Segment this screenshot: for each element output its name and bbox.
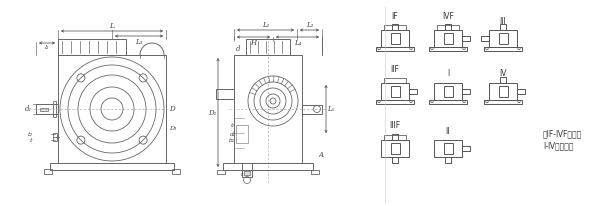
Text: Ⅰ-Ⅳ无风扇）: Ⅰ-Ⅳ无风扇） <box>543 142 574 151</box>
Text: l₂: l₂ <box>45 44 49 49</box>
Text: II: II <box>446 126 450 136</box>
Text: H: H <box>250 39 257 47</box>
Text: D: D <box>169 105 175 113</box>
Bar <box>409 89 417 94</box>
Bar <box>53 101 56 117</box>
Bar <box>234 55 302 163</box>
Text: l₁: l₁ <box>241 172 245 178</box>
Bar <box>484 47 522 50</box>
Bar <box>58 39 126 55</box>
Bar <box>437 25 459 29</box>
Bar <box>50 163 174 170</box>
Bar <box>381 82 409 99</box>
Text: L: L <box>109 21 115 29</box>
Bar <box>443 85 452 96</box>
Bar <box>236 125 248 143</box>
Text: IF: IF <box>392 12 398 21</box>
Bar <box>462 35 470 41</box>
Bar <box>40 108 48 110</box>
Text: IV: IV <box>499 69 507 78</box>
Text: I: I <box>447 69 449 78</box>
Text: L₂: L₂ <box>306 21 313 28</box>
Bar <box>392 133 398 139</box>
Bar <box>445 157 451 163</box>
Bar <box>376 47 414 50</box>
Text: A: A <box>319 151 324 159</box>
Bar <box>311 170 319 174</box>
Bar <box>434 139 462 157</box>
Bar <box>500 23 506 29</box>
Bar <box>462 89 470 94</box>
Text: d₁: d₁ <box>25 105 32 113</box>
Bar <box>384 135 406 139</box>
Text: d: d <box>236 45 241 53</box>
Text: b₂: b₂ <box>229 137 235 143</box>
Bar <box>391 33 400 43</box>
Bar <box>36 104 58 114</box>
Bar <box>434 82 462 99</box>
Bar <box>434 29 462 47</box>
Bar <box>376 99 414 103</box>
Bar <box>223 163 313 170</box>
Text: IIIF: IIIF <box>389 122 401 130</box>
Bar <box>443 143 452 153</box>
Text: （ⅠF-ⅣF有风扇: （ⅠF-ⅣF有风扇 <box>543 130 582 138</box>
Bar <box>489 29 517 47</box>
Bar <box>429 47 467 50</box>
Text: L₅: L₅ <box>328 105 335 113</box>
Bar <box>391 85 400 96</box>
Bar <box>381 139 409 157</box>
Text: b: b <box>28 131 32 137</box>
Bar <box>172 169 180 174</box>
Bar <box>445 23 451 29</box>
Bar <box>384 77 406 82</box>
Bar <box>500 76 506 82</box>
Bar <box>216 89 234 99</box>
Bar <box>53 133 57 141</box>
Text: D₁: D₁ <box>208 109 217 117</box>
Bar <box>246 39 290 55</box>
Bar <box>244 171 250 175</box>
Bar <box>429 99 467 103</box>
Bar <box>391 143 400 153</box>
Text: III: III <box>500 16 506 26</box>
Text: L₁: L₁ <box>262 21 269 28</box>
Text: l₂: l₂ <box>231 123 235 128</box>
Bar <box>462 145 470 151</box>
Bar <box>499 33 508 43</box>
Bar <box>242 163 252 177</box>
Text: d₂: d₂ <box>229 131 235 137</box>
Bar <box>392 157 398 163</box>
Bar <box>302 104 322 114</box>
Bar <box>384 25 406 29</box>
Bar <box>392 23 398 29</box>
Bar <box>489 82 517 99</box>
Text: L₄: L₄ <box>294 39 301 47</box>
Bar <box>484 99 522 103</box>
Text: IIF: IIF <box>391 64 400 74</box>
Bar <box>217 170 225 174</box>
Text: IVF: IVF <box>442 12 454 21</box>
Bar <box>381 29 409 47</box>
Bar <box>499 85 508 96</box>
Text: D₁: D₁ <box>169 126 176 131</box>
Bar <box>481 35 489 41</box>
Bar <box>44 169 52 174</box>
Text: L₃: L₃ <box>136 37 143 46</box>
Bar <box>443 33 452 43</box>
Bar <box>58 55 166 163</box>
Bar <box>517 89 525 94</box>
Text: t: t <box>29 137 32 143</box>
